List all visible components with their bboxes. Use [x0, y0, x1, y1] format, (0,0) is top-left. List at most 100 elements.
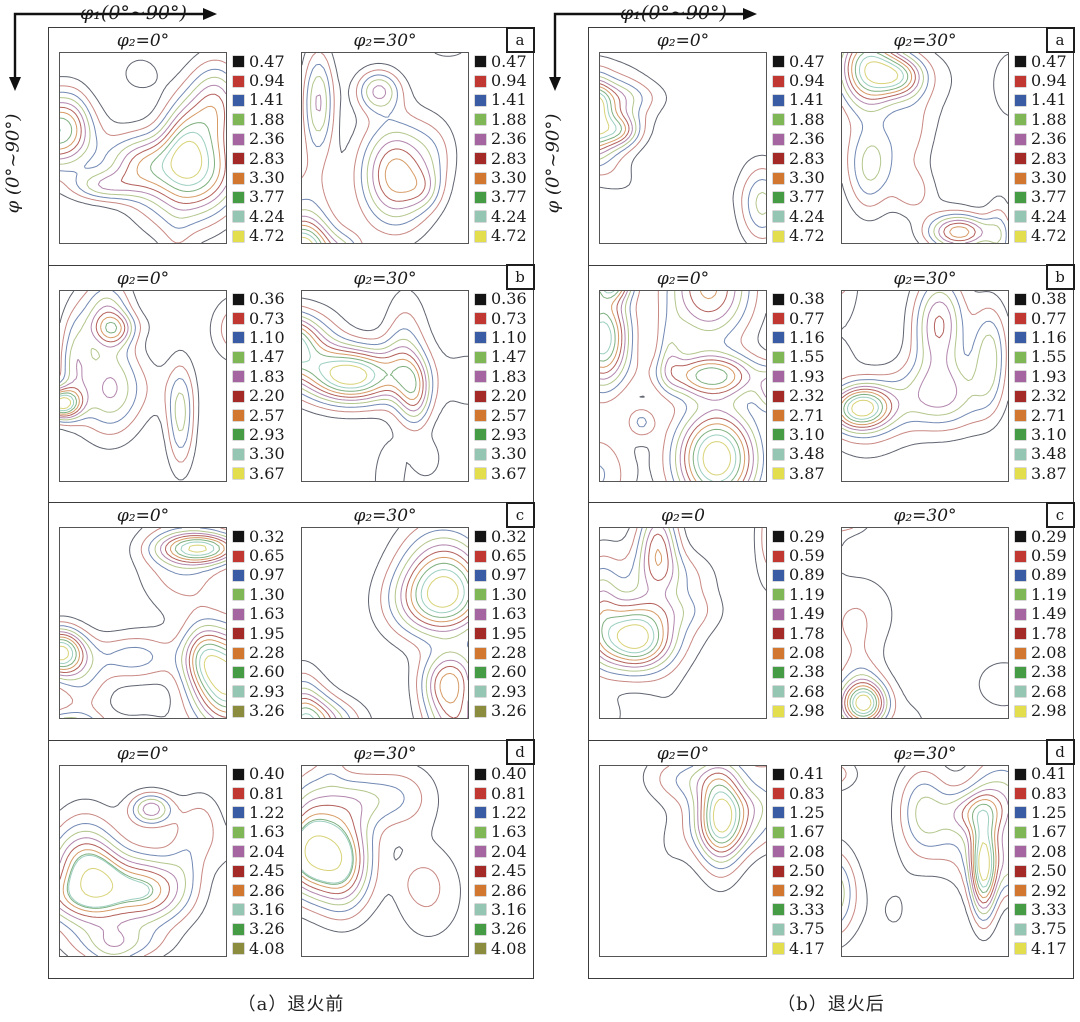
legend-swatch	[475, 666, 486, 678]
legend-value: 3.16	[249, 899, 285, 919]
contour-level-4	[60, 297, 186, 431]
legend-swatch	[475, 332, 486, 344]
legend-value: 4.72	[1031, 226, 1067, 246]
legend-swatch	[233, 448, 244, 460]
legend-value: 0.59	[1031, 546, 1067, 566]
legend-item: 2.68	[1015, 682, 1075, 701]
legend-item: 3.26	[475, 702, 535, 721]
contour-plot	[301, 289, 469, 482]
legend-value: 1.88	[491, 109, 527, 129]
legend-swatch	[475, 686, 486, 698]
contour-level-8	[601, 614, 660, 657]
legend-item: 2.08	[1015, 842, 1075, 861]
plot-column: φ₂=30°	[301, 506, 469, 721]
legend-value: 2.08	[789, 643, 825, 663]
legend-value: 2.98	[789, 701, 825, 721]
subplot-group: φ₂=30° 0.38 0.77 1.16 1.55 1.93 2.32 2.71 3.10 3.…	[841, 269, 1075, 484]
subplot-group: φ₂=30° 0.47 0.94 1.41 1.88 2.36 2.83 3.30 3.77 4.…	[841, 31, 1075, 246]
legend-item: 3.75	[773, 920, 833, 939]
legend-swatch	[1015, 332, 1026, 344]
legend-swatch	[773, 589, 784, 601]
legend-value: 2.86	[491, 880, 527, 900]
contour-level-7	[600, 86, 626, 147]
contour-level-5	[600, 528, 675, 668]
subplot-group: φ₂=0° 0.47 0.94 1.41 1.88 2.36 2.83 3.30 3.77 4.2…	[59, 31, 293, 246]
panel-c: c φ₂=0° 0.32 0.65 0.97 1.30 1.63 1.95 2.28 2.60 2.…	[48, 501, 535, 741]
legend-item: 3.67	[233, 464, 293, 483]
legend-value: 3.26	[491, 919, 527, 939]
subplot-group: φ₂=0° 0.40 0.81 1.22 1.63 2.04 2.45 2.86 3.16 3.2…	[59, 744, 293, 959]
legend-item: 1.47	[233, 348, 293, 367]
legend-item: 0.40	[475, 765, 535, 784]
legend-swatch	[1015, 885, 1026, 897]
legend-swatch	[773, 569, 784, 581]
legend-swatch	[233, 826, 244, 838]
legend-item: 1.63	[475, 823, 535, 842]
legend-item: 0.47	[1015, 52, 1075, 71]
contour-level-6	[600, 533, 669, 665]
contour-level-10	[978, 841, 990, 881]
panel-stack-before: a φ₂=0° 0.47 0.94 1.41 1.88 2.36 2.83 3.30 3.77 4.…	[48, 26, 535, 979]
legend-item: 0.29	[1015, 527, 1075, 546]
contour-legend: 0.47 0.94 1.41 1.88 2.36 2.83 3.30 3.77 4.24 4.72	[1015, 52, 1075, 246]
legend-item: 3.48	[1015, 445, 1075, 464]
legend-item: 3.16	[233, 900, 293, 919]
legend-value: 2.93	[249, 681, 285, 701]
legend-item: 1.93	[773, 367, 833, 386]
contour-level-9	[60, 128, 209, 186]
legend-swatch	[475, 569, 486, 581]
legend-value: 1.22	[491, 802, 527, 822]
legend-item: 2.20	[475, 386, 535, 405]
legend-item: 0.81	[475, 784, 535, 803]
contour-level-3	[302, 529, 468, 718]
legend-item: 2.45	[233, 861, 293, 880]
contour-level-8	[854, 53, 909, 92]
contour-level-2	[60, 528, 226, 718]
panel-corner-label: d	[1045, 739, 1075, 765]
legend-item: 2.71	[1015, 406, 1075, 425]
plot-column: φ₂=0°	[599, 31, 767, 246]
contour-level-8	[302, 228, 322, 243]
contour-level-4	[600, 290, 766, 481]
legend-swatch	[475, 628, 486, 640]
legend-value: 1.16	[789, 327, 825, 347]
contour-level-7	[600, 548, 664, 661]
legend-item: 3.30	[233, 168, 293, 187]
panel-content-row: φ₂=0° 0.32 0.65 0.97 1.30 1.63 1.95 2.28 2.60 2.9…	[49, 503, 533, 721]
contour-level-8	[302, 562, 468, 718]
legend-swatch	[475, 56, 486, 68]
subplot-title: φ₂=0°	[116, 506, 170, 526]
contour-level-5	[60, 802, 179, 947]
contour-level-5	[60, 532, 226, 718]
legend-value: 1.25	[1031, 802, 1067, 822]
legend-value: 2.45	[249, 861, 285, 881]
legend-swatch	[1015, 647, 1026, 659]
contour-level-10	[329, 364, 368, 385]
contour-level-8	[60, 539, 226, 708]
legend-item: 2.50	[1015, 861, 1075, 880]
legend-value: 2.68	[789, 681, 825, 701]
axis-arrows	[9, 8, 217, 91]
contour-level-8	[843, 393, 883, 422]
legend-swatch	[475, 94, 486, 106]
legend-value: 4.24	[1031, 206, 1067, 226]
legend-swatch	[233, 865, 244, 877]
legend-value: 1.88	[249, 109, 285, 129]
contour-level-4	[842, 53, 1002, 243]
legend-item: 2.36	[233, 130, 293, 149]
legend-item: 2.57	[233, 406, 293, 425]
contour-level-3	[302, 772, 405, 912]
phi-axis-label: φ (0°~90°)	[542, 113, 564, 214]
contour-level-4	[302, 785, 380, 905]
plot-column: φ₂=0°	[599, 269, 767, 484]
legend-item: 2.92	[1015, 881, 1075, 900]
column-before-annealing: φ₁(0°~90°) φ (0°~90°) a φ₂=0° 0.47 0.94 1.41…	[3, 2, 535, 1015]
legend-item: 1.95	[475, 624, 535, 643]
legend-swatch	[475, 904, 486, 916]
legend-item: 0.32	[475, 527, 535, 546]
legend-item: 0.77	[773, 309, 833, 328]
legend-value: 2.32	[1031, 386, 1067, 406]
contour-level-4	[302, 76, 436, 243]
legend-value: 1.49	[789, 604, 825, 624]
legend-item: 0.41	[773, 765, 833, 784]
